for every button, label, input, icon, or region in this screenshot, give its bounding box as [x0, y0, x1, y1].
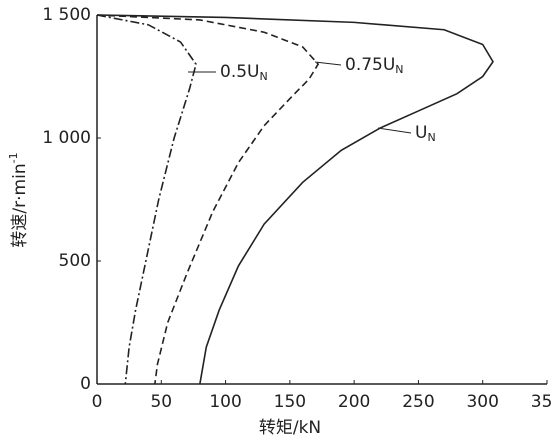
x-tick-label: 50 — [150, 392, 172, 412]
series-label-sub: N — [395, 63, 403, 76]
y-tick-label: 1 000 — [42, 128, 91, 148]
x-tick-label: 0 — [92, 392, 103, 412]
x-tick-label: 150 — [274, 392, 306, 412]
x-axis-label: 转矩/kN — [259, 418, 321, 438]
series-label-sub: N — [259, 70, 267, 83]
x-tick-label: 300 — [466, 392, 498, 412]
series-label: 0.5UN — [220, 62, 268, 83]
series-label: UN — [415, 123, 436, 144]
series-label-name: 0.75U — [345, 55, 395, 75]
y-axis-label-sup: -1 — [7, 152, 20, 163]
series-label-name: U — [415, 123, 427, 143]
series-label-name: 0.5U — [220, 62, 259, 82]
series-label-sub: N — [427, 131, 435, 144]
y-axis-label: 转速/r·min-1 — [7, 152, 30, 247]
y-tick-label: 500 — [59, 251, 91, 271]
series-label: 0.75UN — [345, 55, 404, 76]
curve — [96, 14, 197, 385]
leader-line — [314, 61, 342, 66]
x-tick-label: 250 — [402, 392, 434, 412]
y-tick-label: 1 500 — [42, 5, 91, 25]
y-axis-label-main: 转速/r·min — [10, 163, 30, 247]
y-tick-label: 0 — [80, 374, 91, 394]
curve — [96, 14, 320, 385]
curve — [96, 14, 494, 385]
x-tick-label: 200 — [338, 392, 370, 412]
leader-line — [377, 127, 412, 134]
x-tick-label: 350 — [531, 392, 552, 412]
x-tick-label: 100 — [209, 392, 241, 412]
